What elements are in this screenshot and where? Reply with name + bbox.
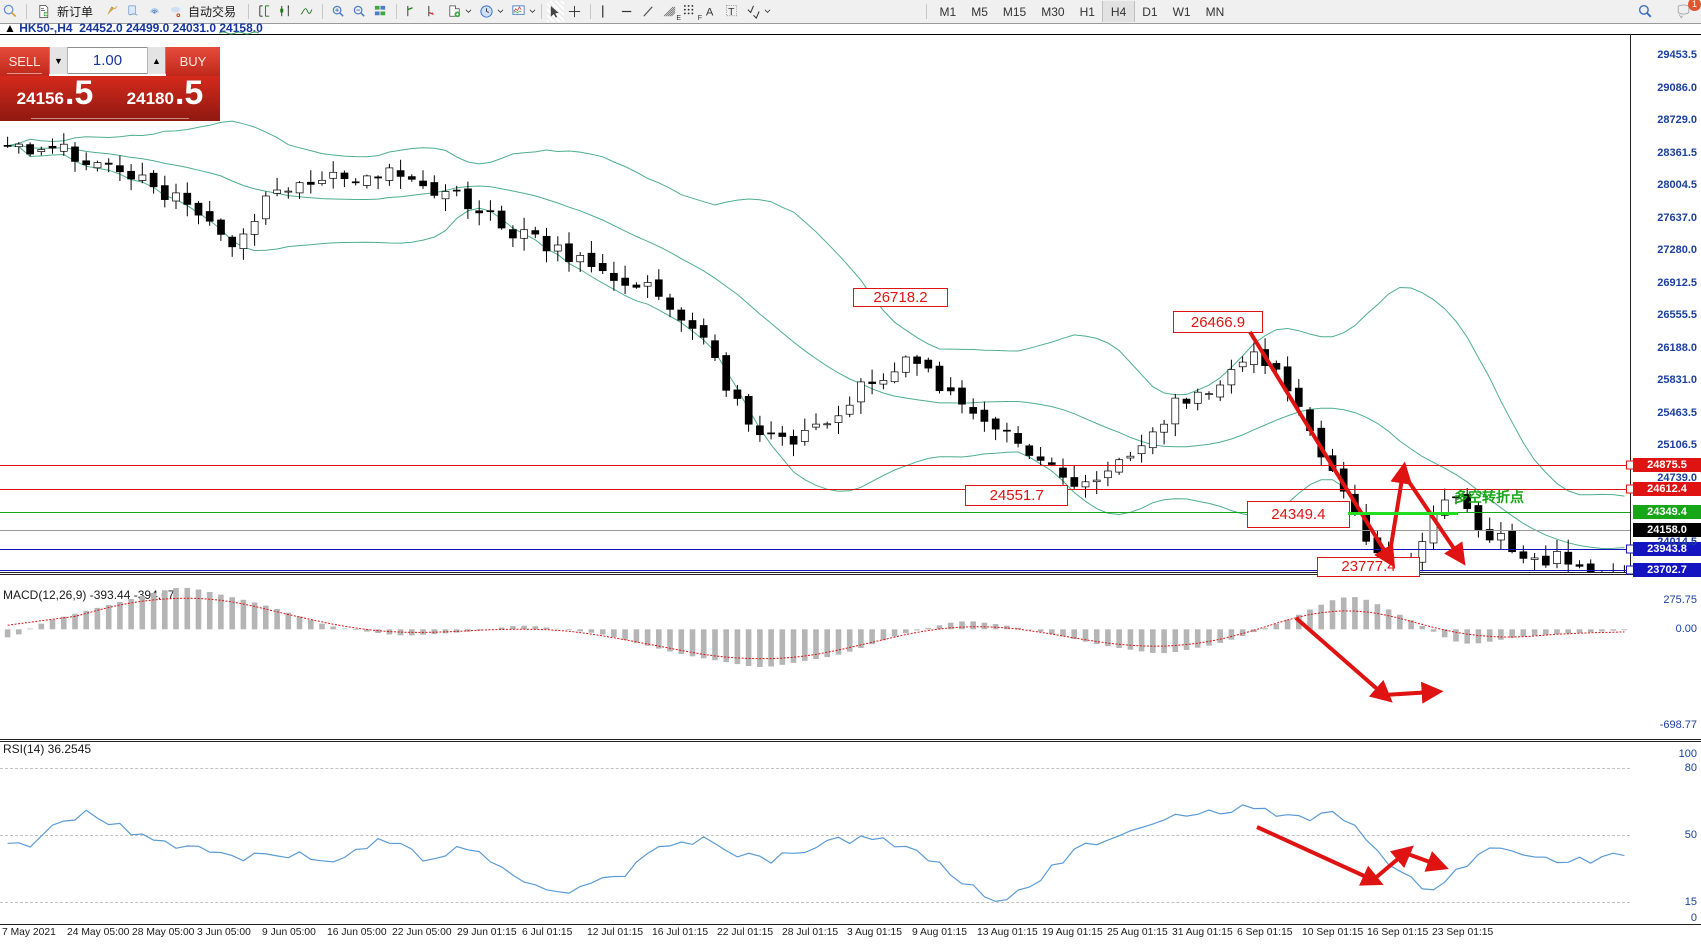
svg-text:T: T (728, 7, 735, 18)
svg-text:A: A (706, 6, 714, 18)
